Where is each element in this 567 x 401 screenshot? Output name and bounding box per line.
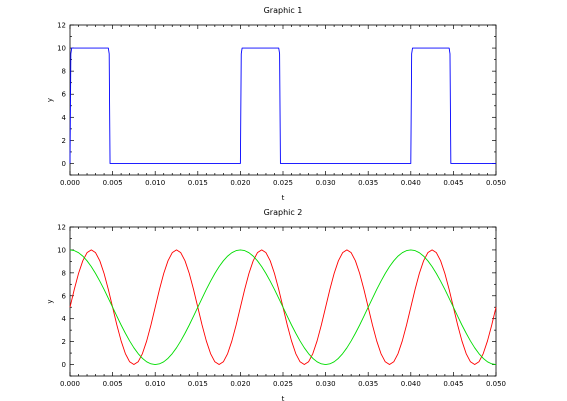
chart-title: Graphic 1 <box>264 6 303 15</box>
x-tick-label: 0.040 <box>401 179 421 187</box>
x-tick-label: 0.030 <box>316 179 336 187</box>
y-tick-label: 10 <box>57 246 66 254</box>
x-tick-label: 0.000 <box>60 179 80 187</box>
series-line-1 <box>69 249 497 365</box>
x-tick-label: 0.020 <box>230 380 250 388</box>
y-tick-label: 6 <box>62 91 67 99</box>
y-tick-label: 0 <box>62 361 66 369</box>
x-axis-label: t <box>282 194 285 202</box>
x-tick-label: 0.010 <box>145 380 165 388</box>
x-tick-label: 0.035 <box>358 380 378 388</box>
x-tick-label: 0.000 <box>60 380 80 388</box>
x-tick-label: 0.045 <box>443 380 463 388</box>
series-line-0 <box>69 47 496 164</box>
chart-title: Graphic 2 <box>264 208 303 217</box>
x-tick-label: 0.010 <box>145 179 165 187</box>
x-tick-label: 0.025 <box>273 380 293 388</box>
y-tick-label: 6 <box>62 292 67 300</box>
x-tick-label: 0.005 <box>103 380 123 388</box>
y-tick-label: 12 <box>57 22 66 30</box>
y-axis-label: y <box>46 299 54 303</box>
x-tick-label: 0.015 <box>188 380 208 388</box>
x-tick-label: 0.045 <box>443 179 463 187</box>
chart-graphic-1: Graphic 1 0.000 0.005 0.010 0.015 0.020 0.025 0… <box>46 6 506 202</box>
y-tick-label: 8 <box>62 68 66 76</box>
y-tick-label: 0 <box>62 160 66 168</box>
x-tick-label: 0.035 <box>358 179 378 187</box>
x-tick-label: 0.040 <box>401 380 421 388</box>
y-tick-label: 8 <box>62 269 66 277</box>
x-tick-label: 0.050 <box>486 380 506 388</box>
x-axis-label: t <box>282 395 285 401</box>
plot-area <box>69 226 497 377</box>
plot-area <box>69 24 497 176</box>
chart-graphic-2: Graphic 2 0.000 0.005 0.010 0.015 0.020 0.025 0… <box>46 208 506 401</box>
y-axis-label: y <box>46 98 54 102</box>
y-tick-label: 4 <box>62 315 67 323</box>
x-tick-label: 0.030 <box>316 380 336 388</box>
y-tick-label: 12 <box>57 224 66 232</box>
y-tick-label: 4 <box>62 114 67 122</box>
x-tick-label: 0.050 <box>486 179 506 187</box>
x-tick-label: 0.020 <box>230 179 250 187</box>
x-tick-label: 0.005 <box>103 179 123 187</box>
x-tick-label: 0.015 <box>188 179 208 187</box>
y-tick-label: 10 <box>57 45 66 53</box>
y-tick-label: 2 <box>62 137 66 145</box>
y-tick-label: 2 <box>62 338 66 346</box>
x-tick-label: 0.025 <box>273 179 293 187</box>
